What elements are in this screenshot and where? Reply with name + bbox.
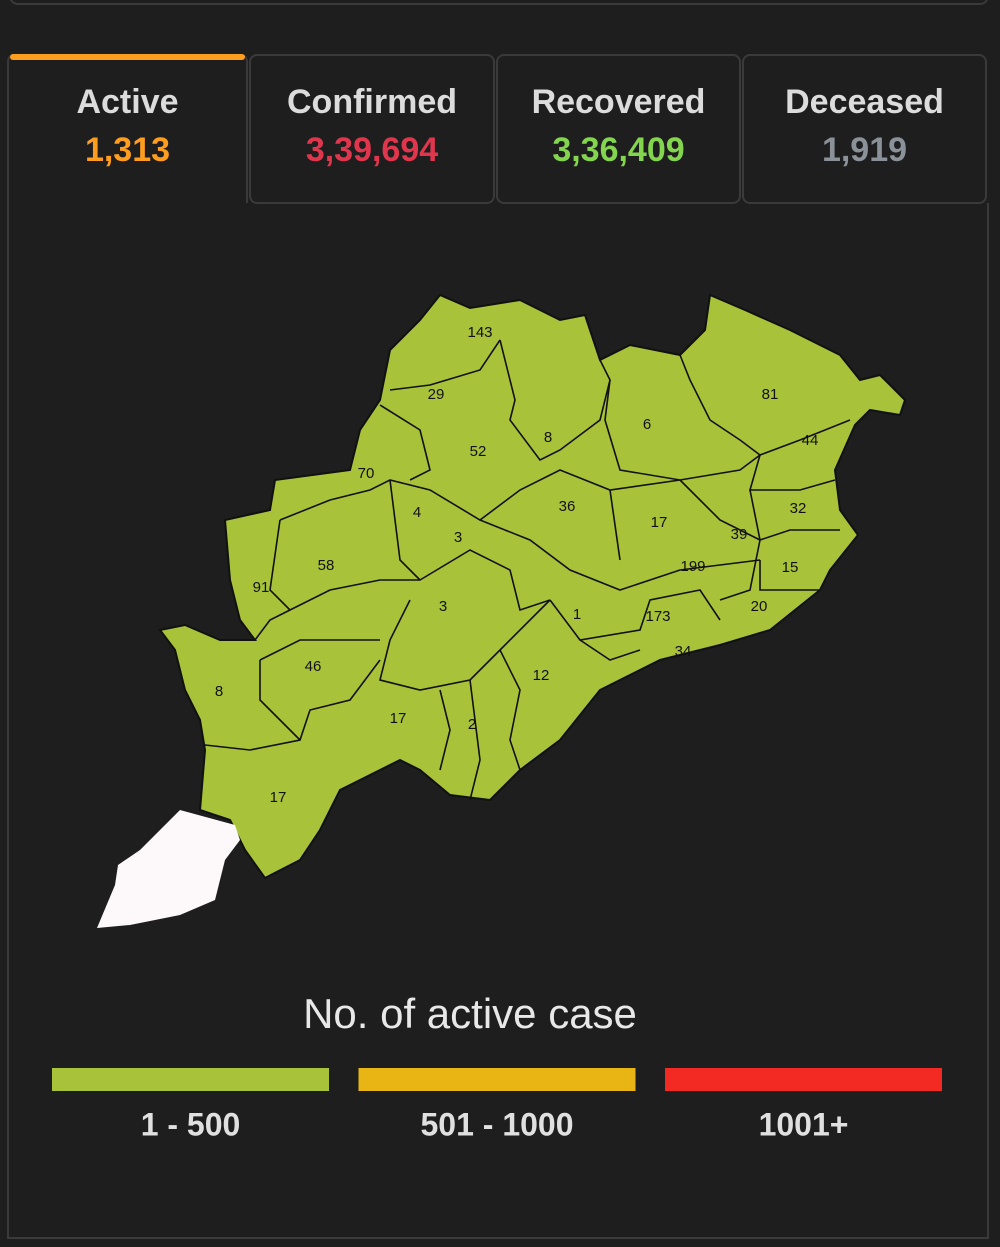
district-label: 39 xyxy=(731,526,748,543)
district-label: 81 xyxy=(762,386,779,403)
district-label: 46 xyxy=(305,658,322,675)
district-label: 3 xyxy=(454,529,462,546)
district-label: 2 xyxy=(468,716,476,733)
legend-swatch xyxy=(52,1068,329,1091)
district-label: 8 xyxy=(215,683,223,700)
legend-label: 1001+ xyxy=(759,1106,849,1142)
district-label: 58 xyxy=(318,557,335,574)
tab-value: 3,39,694 xyxy=(306,131,438,169)
tab-value: 3,36,409 xyxy=(552,131,684,169)
district-label: 3 xyxy=(439,598,447,615)
top-card xyxy=(9,0,989,5)
tab[interactable] xyxy=(742,54,987,204)
legend-title: No. of active case xyxy=(303,990,637,1037)
district-label: 29 xyxy=(428,386,445,403)
district-borders xyxy=(204,339,851,801)
tabs: Active 1,313 Confirmed 3,39,694 Recovered 3,3… xyxy=(7,54,987,204)
district-label: 17 xyxy=(270,789,287,806)
legend-label: 501 - 1000 xyxy=(420,1106,573,1142)
district-label: 17 xyxy=(651,514,668,531)
tab-value: 1,919 xyxy=(822,131,907,169)
tab-label: Recovered xyxy=(532,83,706,121)
district-label: 36 xyxy=(559,498,576,515)
district-label: 1 xyxy=(573,606,581,623)
district-label: 8 xyxy=(544,429,552,446)
legend-swatch xyxy=(358,1068,636,1091)
district-label: 32 xyxy=(790,500,807,517)
legend-swatch xyxy=(665,1068,942,1091)
legend-label: 1 - 500 xyxy=(141,1106,241,1142)
district-label: 199 xyxy=(680,558,705,575)
district-label: 173 xyxy=(645,608,670,625)
district-label: 17 xyxy=(390,710,407,727)
tab[interactable] xyxy=(249,54,495,204)
district-label: 143 xyxy=(467,324,492,341)
district-label: 6 xyxy=(643,416,651,433)
tab-label: Active xyxy=(76,83,178,121)
district-label: 4 xyxy=(413,504,421,521)
tab[interactable] xyxy=(496,54,741,204)
legend: 1 - 500 501 - 1000 1001+ xyxy=(52,1068,942,1142)
district-label: 12 xyxy=(533,667,550,684)
map-card xyxy=(7,203,989,1239)
tab-indicator xyxy=(10,54,245,60)
district-label: 91 xyxy=(253,579,270,596)
tab-active xyxy=(7,54,248,203)
district-label: 70 xyxy=(358,465,375,482)
tab-label: Confirmed xyxy=(287,83,457,121)
excluded-region xyxy=(97,810,240,928)
district-label: 52 xyxy=(470,443,487,460)
district-label: 15 xyxy=(782,559,799,576)
district-label: 34 xyxy=(675,643,692,660)
tab-value: 1,313 xyxy=(85,131,170,169)
district-label: 44 xyxy=(802,432,819,449)
district-label: 20 xyxy=(751,598,768,615)
tab-label: Deceased xyxy=(785,83,944,121)
